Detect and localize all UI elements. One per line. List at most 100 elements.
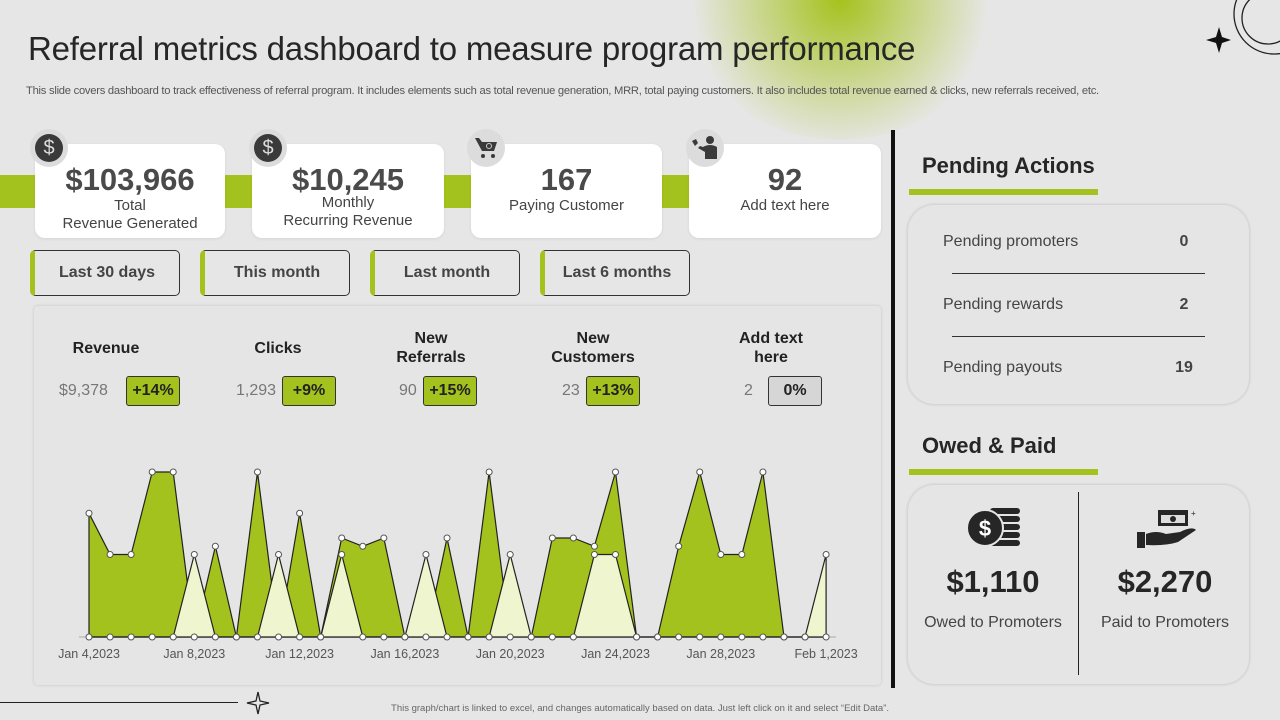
data-point-series-2[interactable] xyxy=(696,633,704,641)
data-point-series-1[interactable] xyxy=(548,534,556,542)
data-point-series-1[interactable] xyxy=(675,542,683,550)
kpi-value: 167 xyxy=(540,162,593,197)
metric-change-badge: +13% xyxy=(586,376,640,406)
data-point-series-1[interactable] xyxy=(253,468,261,476)
data-point-series-2[interactable] xyxy=(569,633,577,641)
owed-paid-title: Owed & Paid xyxy=(922,433,1057,458)
data-point-series-2[interactable] xyxy=(780,633,788,641)
svg-text:$: $ xyxy=(979,516,991,541)
data-point-series-2[interactable] xyxy=(443,633,451,641)
data-point-series-1[interactable] xyxy=(717,551,725,558)
data-point-series-2[interactable] xyxy=(85,633,93,641)
pending-payouts-label: Pending payouts xyxy=(943,359,1063,376)
data-point-series-1[interactable] xyxy=(190,633,198,641)
data-point-series-2[interactable] xyxy=(464,633,472,641)
x-tick-label: Jan 20,2023 xyxy=(476,647,545,661)
paid-label: Paid to Promoters xyxy=(1100,614,1230,631)
metric-value: 1,293 xyxy=(236,382,277,399)
data-point-series-1[interactable] xyxy=(148,468,156,476)
metric-change-badge: +15% xyxy=(423,376,477,406)
data-point-series-2[interactable] xyxy=(127,633,135,641)
data-point-series-1[interactable] xyxy=(275,633,283,641)
section-divider xyxy=(891,130,895,688)
referral-area-chart[interactable]: Jan 4,2023 Jan 8,2023 Jan 12,2023 Jan 16,20… xyxy=(0,0,880,690)
data-point-series-2[interactable] xyxy=(338,551,346,558)
data-point-series-2[interactable] xyxy=(654,633,662,641)
dollar-icon: $ xyxy=(249,129,287,167)
filter-last-30-days[interactable]: Last 30 days xyxy=(30,250,180,296)
data-point-series-2[interactable] xyxy=(506,551,514,558)
x-tick-label: Jan 28,2023 xyxy=(686,647,755,661)
data-point-series-2[interactable] xyxy=(317,633,325,641)
data-point-series-2[interactable] xyxy=(422,551,430,558)
filter-last-6-months[interactable]: Last 6 months xyxy=(540,250,690,296)
data-point-series-2[interactable] xyxy=(148,633,156,641)
data-point-series-2[interactable] xyxy=(612,551,619,558)
data-point-series-2[interactable] xyxy=(296,633,304,641)
metric-title-line: New xyxy=(414,330,448,347)
data-point-series-2[interactable] xyxy=(380,633,388,641)
metric-title-line: here xyxy=(754,349,788,366)
metric-title: New Customers xyxy=(533,329,653,367)
data-point-series-2[interactable] xyxy=(801,633,809,641)
data-point-series-2[interactable] xyxy=(759,633,767,641)
data-point-series-1[interactable] xyxy=(759,468,767,476)
metric-title-line: Add text xyxy=(739,330,803,347)
data-point-series-2[interactable] xyxy=(211,633,219,641)
data-point-series-2[interactable] xyxy=(401,633,409,641)
data-point-series-1[interactable] xyxy=(359,542,367,550)
metric-value: 90 xyxy=(399,382,417,399)
data-point-series-2[interactable] xyxy=(590,551,598,558)
pending-promoters-value: 0 xyxy=(1179,233,1189,250)
data-point-series-1[interactable] xyxy=(612,468,619,476)
data-point-series-1[interactable] xyxy=(422,633,430,641)
data-point-series-2[interactable] xyxy=(738,633,746,641)
data-point-series-2[interactable] xyxy=(106,633,114,641)
footer-line xyxy=(0,702,238,703)
data-point-series-1[interactable] xyxy=(485,468,493,476)
data-point-series-1[interactable] xyxy=(738,551,746,558)
shopping-cart-icon xyxy=(467,129,505,167)
data-point-series-2[interactable] xyxy=(527,633,535,641)
data-point-series-1[interactable] xyxy=(127,551,135,558)
data-point-series-2[interactable] xyxy=(548,633,556,641)
data-point-series-2[interactable] xyxy=(485,633,493,641)
data-point-series-1[interactable] xyxy=(85,509,93,517)
metric-title-line: Customers xyxy=(551,349,635,366)
data-point-series-2[interactable] xyxy=(169,633,177,641)
data-point-series-1[interactable] xyxy=(338,534,346,542)
metric-change-badge: 0% xyxy=(768,376,822,406)
data-point-series-2[interactable] xyxy=(253,633,261,641)
data-point-series-2[interactable] xyxy=(675,633,683,641)
metric-title: Clicks xyxy=(218,339,338,358)
title-underline xyxy=(909,469,1098,475)
filter-last-month[interactable]: Last month xyxy=(370,250,520,296)
data-point-series-1[interactable] xyxy=(590,542,598,550)
data-point-series-2[interactable] xyxy=(190,551,198,558)
metric-title-line: Referrals xyxy=(396,349,466,366)
kpi-card-paying-customer: 167 Paying Customer xyxy=(471,144,662,238)
owed-label: Owed to Promoters xyxy=(924,614,1062,631)
filter-this-month[interactable]: This month xyxy=(200,250,350,296)
data-point-series-2[interactable] xyxy=(275,551,283,558)
data-point-series-1[interactable] xyxy=(169,468,177,476)
data-point-series-2[interactable] xyxy=(359,633,367,641)
data-point-series-1[interactable] xyxy=(106,551,114,558)
data-point-series-2[interactable] xyxy=(822,551,830,558)
data-point-series-1[interactable] xyxy=(822,633,830,641)
svg-text:+: + xyxy=(1191,509,1196,518)
data-point-series-1[interactable] xyxy=(569,534,577,542)
data-point-series-1[interactable] xyxy=(296,509,304,517)
kpi-card-total-revenue: $103,966 Total Revenue Generated xyxy=(35,144,225,238)
data-point-series-2[interactable] xyxy=(633,633,641,641)
kpi-value: $103,966 xyxy=(65,162,195,197)
referral-person-icon xyxy=(686,129,724,167)
data-point-series-1[interactable] xyxy=(211,542,219,550)
data-point-series-2[interactable] xyxy=(717,633,725,641)
data-point-series-2[interactable] xyxy=(232,633,240,641)
data-point-series-1[interactable] xyxy=(443,534,451,542)
data-point-series-1[interactable] xyxy=(506,633,514,641)
data-point-series-1[interactable] xyxy=(696,468,704,476)
data-point-series-1[interactable] xyxy=(380,534,388,542)
metric-title-line: New xyxy=(576,330,610,347)
